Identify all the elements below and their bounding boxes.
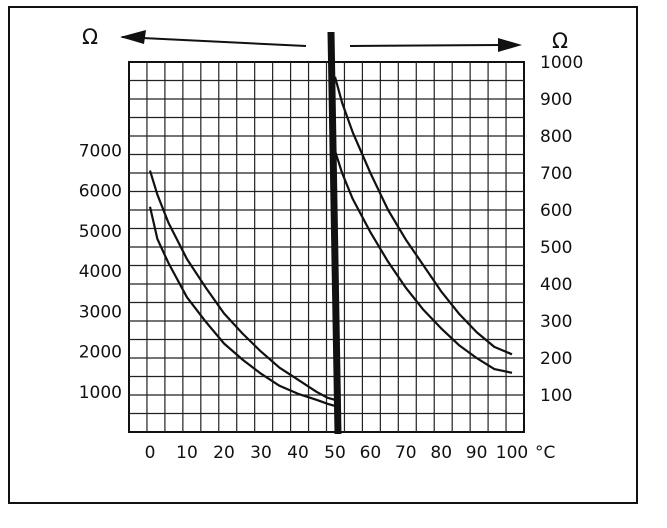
x-tick-label: 10 [176,443,198,463]
center-divider [327,31,342,435]
x-tick-label: 60 [360,443,382,463]
left-y-tick-label: 4000 [79,262,122,282]
x-unit-label: °C [535,443,555,463]
right-y-tick-label: 1000 [540,53,583,73]
x-tick-label: 100 [496,443,528,463]
right-y-tick-label: 300 [540,312,572,332]
x-tick-label: 30 [250,443,272,463]
right-y-tick-label: 800 [540,127,572,147]
right-arrowhead [498,38,522,52]
right-y-tick-label: 500 [540,238,572,258]
right-y-tick-label: 400 [540,275,572,295]
right-y-tick-label: 600 [540,201,572,221]
right-unit-label: Ω [552,29,568,53]
right-y-tick-label: 100 [540,386,572,406]
left-arrowhead [120,30,146,44]
left-y-tick-label: 7000 [79,141,122,161]
left-y-tick-label: 6000 [79,182,122,202]
tick-labels: 0 10 20 30 40 50 60 70 80 90 100 1000 2000 3000 4000 50… [79,53,584,463]
x-tick-label: 70 [395,443,417,463]
series-line-3 [333,76,513,356]
series-group [148,76,513,407]
x-tick-label: 40 [287,443,309,463]
figure-frame [8,6,638,504]
x-tick-label: 20 [213,443,235,463]
x-tick-label: 50 [324,443,346,463]
right-y-tick-label: 900 [540,90,572,110]
left-y-tick-label: 2000 [79,343,122,363]
left-arrow-shaft [121,36,307,47]
left-y-tick-label: 5000 [79,222,122,242]
left-unit-label: Ω [82,25,98,49]
left-y-tick-label: 3000 [79,302,122,322]
x-tick-label: 80 [430,443,452,463]
left-y-tick-label: 1000 [79,383,122,403]
right-y-tick-label: 700 [540,164,572,184]
right-arrow-shaft [349,44,501,47]
x-tick-label: 90 [466,443,488,463]
grid [128,61,525,433]
right-y-tick-label: 200 [540,349,572,369]
series-line-1 [148,170,336,401]
x-tick-label: 0 [145,443,156,463]
series-line-2 [148,206,336,407]
series-line-4 [333,150,513,374]
